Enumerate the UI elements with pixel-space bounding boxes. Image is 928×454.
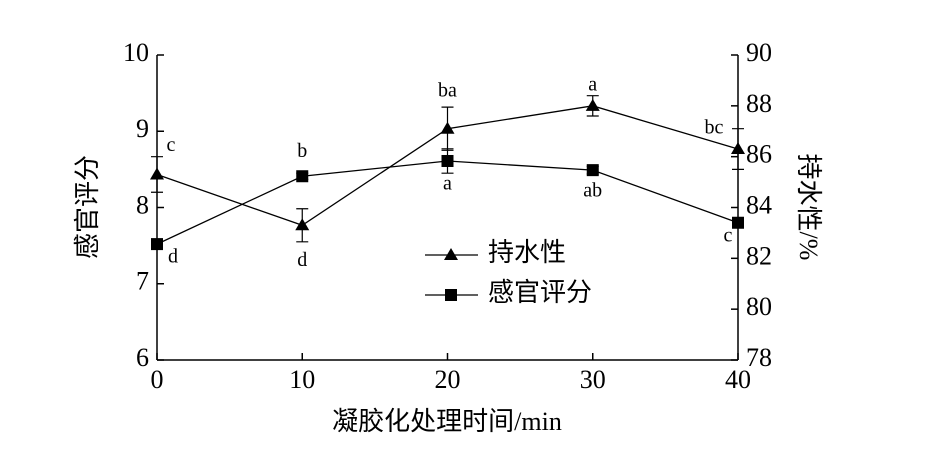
x-tick-label: 10 — [289, 365, 315, 394]
annotation: a — [588, 73, 597, 95]
legend-label: 感官评分 — [488, 278, 592, 307]
y2-tick-label: 90 — [746, 38, 772, 67]
y-tick-label: 7 — [136, 267, 149, 296]
marker — [585, 98, 600, 111]
annotation: ba — [438, 79, 457, 101]
annotation: c — [724, 224, 733, 246]
marker — [444, 248, 458, 260]
y2-tick-label: 80 — [746, 292, 772, 321]
x-tick-label: 30 — [580, 365, 606, 394]
y2-tick-label: 78 — [746, 343, 772, 372]
y-tick-label: 10 — [123, 38, 149, 67]
y2-axis-title: 持水性/% — [794, 154, 823, 261]
x-tick-label: 40 — [725, 365, 751, 394]
marker — [151, 238, 163, 251]
x-axis-title: 凝胶化处理时间/min — [332, 407, 562, 436]
annotation: bc — [705, 117, 724, 139]
annotation: d — [297, 249, 307, 271]
annotation: a — [443, 173, 452, 195]
y-tick-label: 6 — [136, 343, 149, 372]
y-axis-title: 感官评分 — [73, 155, 102, 259]
annotation: b — [297, 140, 307, 162]
marker — [441, 154, 454, 167]
legend-label: 持水性 — [488, 238, 566, 267]
y-tick-label: 8 — [136, 190, 149, 219]
marker — [586, 164, 599, 177]
marker — [296, 170, 309, 183]
annotation: c — [167, 134, 176, 156]
y2-tick-label: 84 — [746, 190, 772, 219]
x-tick-label: 20 — [435, 365, 461, 394]
y2-tick-label: 82 — [746, 241, 772, 270]
annotation: ab — [583, 180, 602, 202]
marker — [295, 218, 310, 231]
marker — [150, 167, 164, 180]
marker — [731, 142, 745, 155]
x-tick-label: 0 — [151, 365, 164, 394]
marker — [440, 121, 455, 134]
marker — [445, 289, 457, 301]
annotation: d — [168, 246, 178, 268]
y2-tick-label: 86 — [746, 140, 772, 169]
y-tick-label: 9 — [136, 114, 149, 143]
marker — [732, 216, 744, 229]
y2-tick-label: 88 — [746, 89, 772, 118]
